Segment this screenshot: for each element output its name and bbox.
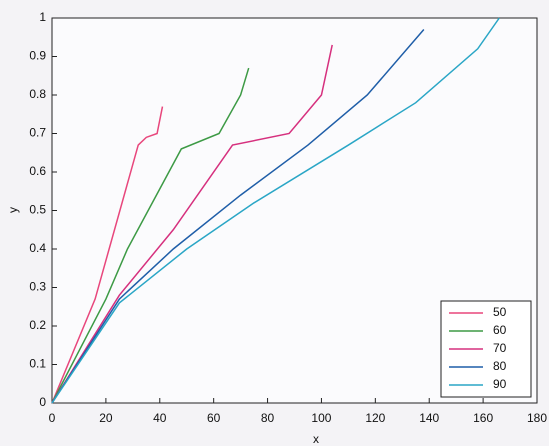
y-tick-label: 0.1 [29,357,46,371]
legend-label: 50 [493,305,507,319]
y-tick-label: 0 [39,395,46,409]
y-tick-label: 0.6 [29,164,46,178]
y-axis-label: y [6,207,20,213]
y-tick-label: 0.2 [29,318,46,332]
chart: x y 02040608010012014016018000.10.20.30.… [0,0,549,446]
legend-label: 80 [493,359,507,373]
y-tick-label: 0.4 [29,241,46,255]
x-tick-label: 160 [473,411,493,425]
y-tick-label: 0.9 [29,49,46,63]
legend-label: 70 [493,341,507,355]
x-tick-label: 180 [527,411,547,425]
x-tick-label: 80 [261,411,275,425]
x-tick-label: 100 [311,411,331,425]
x-tick-label: 60 [207,411,221,425]
x-tick-label: 40 [153,411,167,425]
y-tick-label: 0.5 [29,203,46,217]
x-tick-label: 140 [419,411,439,425]
y-tick-label: 0.8 [29,87,46,101]
x-axis-label: x [313,432,319,446]
x-tick-label: 0 [49,411,56,425]
x-tick-label: 20 [99,411,113,425]
x-tick-label: 120 [365,411,385,425]
y-tick-label: 0.7 [29,126,46,140]
y-tick-label: 0.3 [29,280,46,294]
y-tick-label: 1 [39,10,46,24]
legend-label: 90 [493,377,507,391]
legend-label: 60 [493,323,507,337]
